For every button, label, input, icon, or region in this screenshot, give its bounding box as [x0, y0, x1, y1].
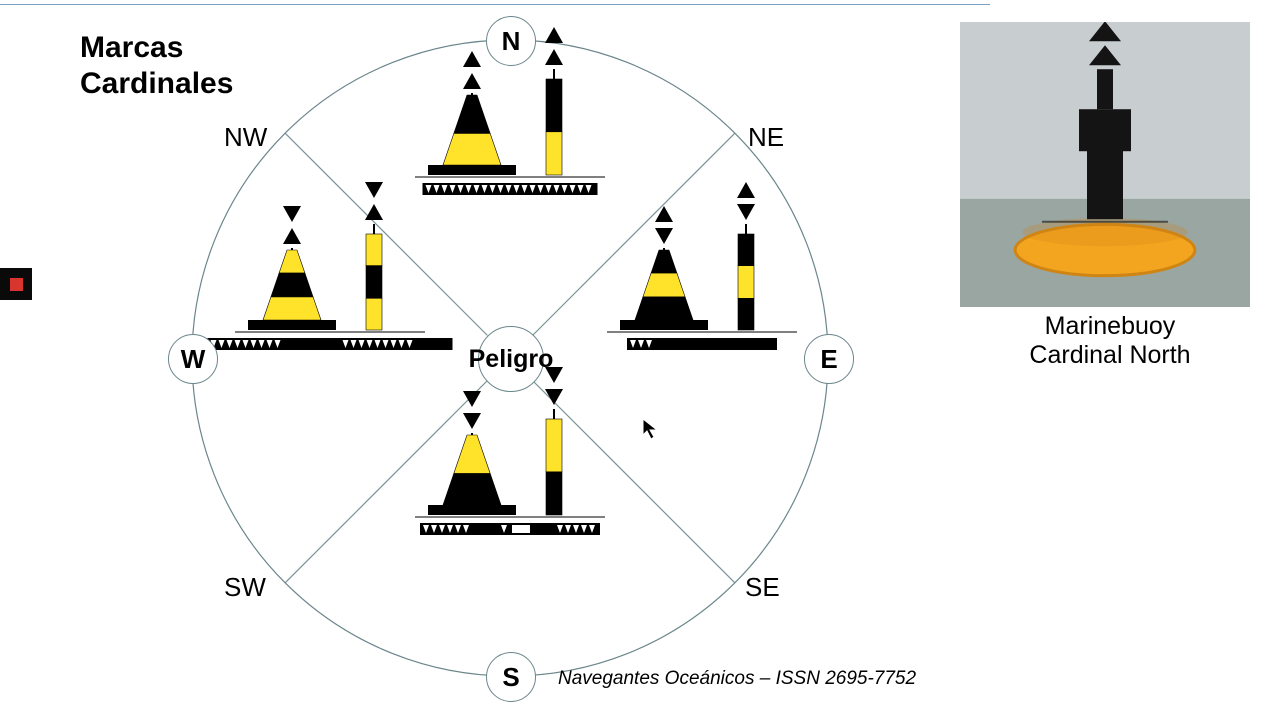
cardinal-e-label: E — [804, 334, 854, 384]
buoy-photo — [960, 22, 1250, 307]
buoy-west — [208, 182, 453, 350]
intercardinal-sw: SW — [224, 572, 266, 603]
buoy-south — [415, 367, 605, 535]
caption-line2: Cardinal North — [1029, 341, 1190, 369]
cardinal-n-label: N — [486, 16, 536, 66]
intercardinal-se: SE — [745, 572, 780, 603]
cardinal-s-label: S — [486, 652, 536, 702]
caption-line1: Marinebuoy — [1045, 312, 1176, 340]
photo-caption: Marinebuoy Cardinal North — [1010, 312, 1210, 370]
page-root: Marcas Cardinales N E S W Peligro NW NE … — [0, 0, 1280, 720]
record-indicator[interactable] — [0, 268, 32, 300]
intercardinal-ne: NE — [748, 122, 784, 153]
center-peligro-label: Peligro — [478, 326, 544, 392]
record-icon — [10, 278, 23, 291]
cursor-icon — [642, 418, 660, 440]
footer-credit: Navegantes Oceánicos – ISSN 2695-7752 — [558, 668, 916, 690]
cardinal-w-label: W — [168, 334, 218, 384]
intercardinal-nw: NW — [224, 122, 267, 153]
buoy-east — [607, 182, 797, 350]
